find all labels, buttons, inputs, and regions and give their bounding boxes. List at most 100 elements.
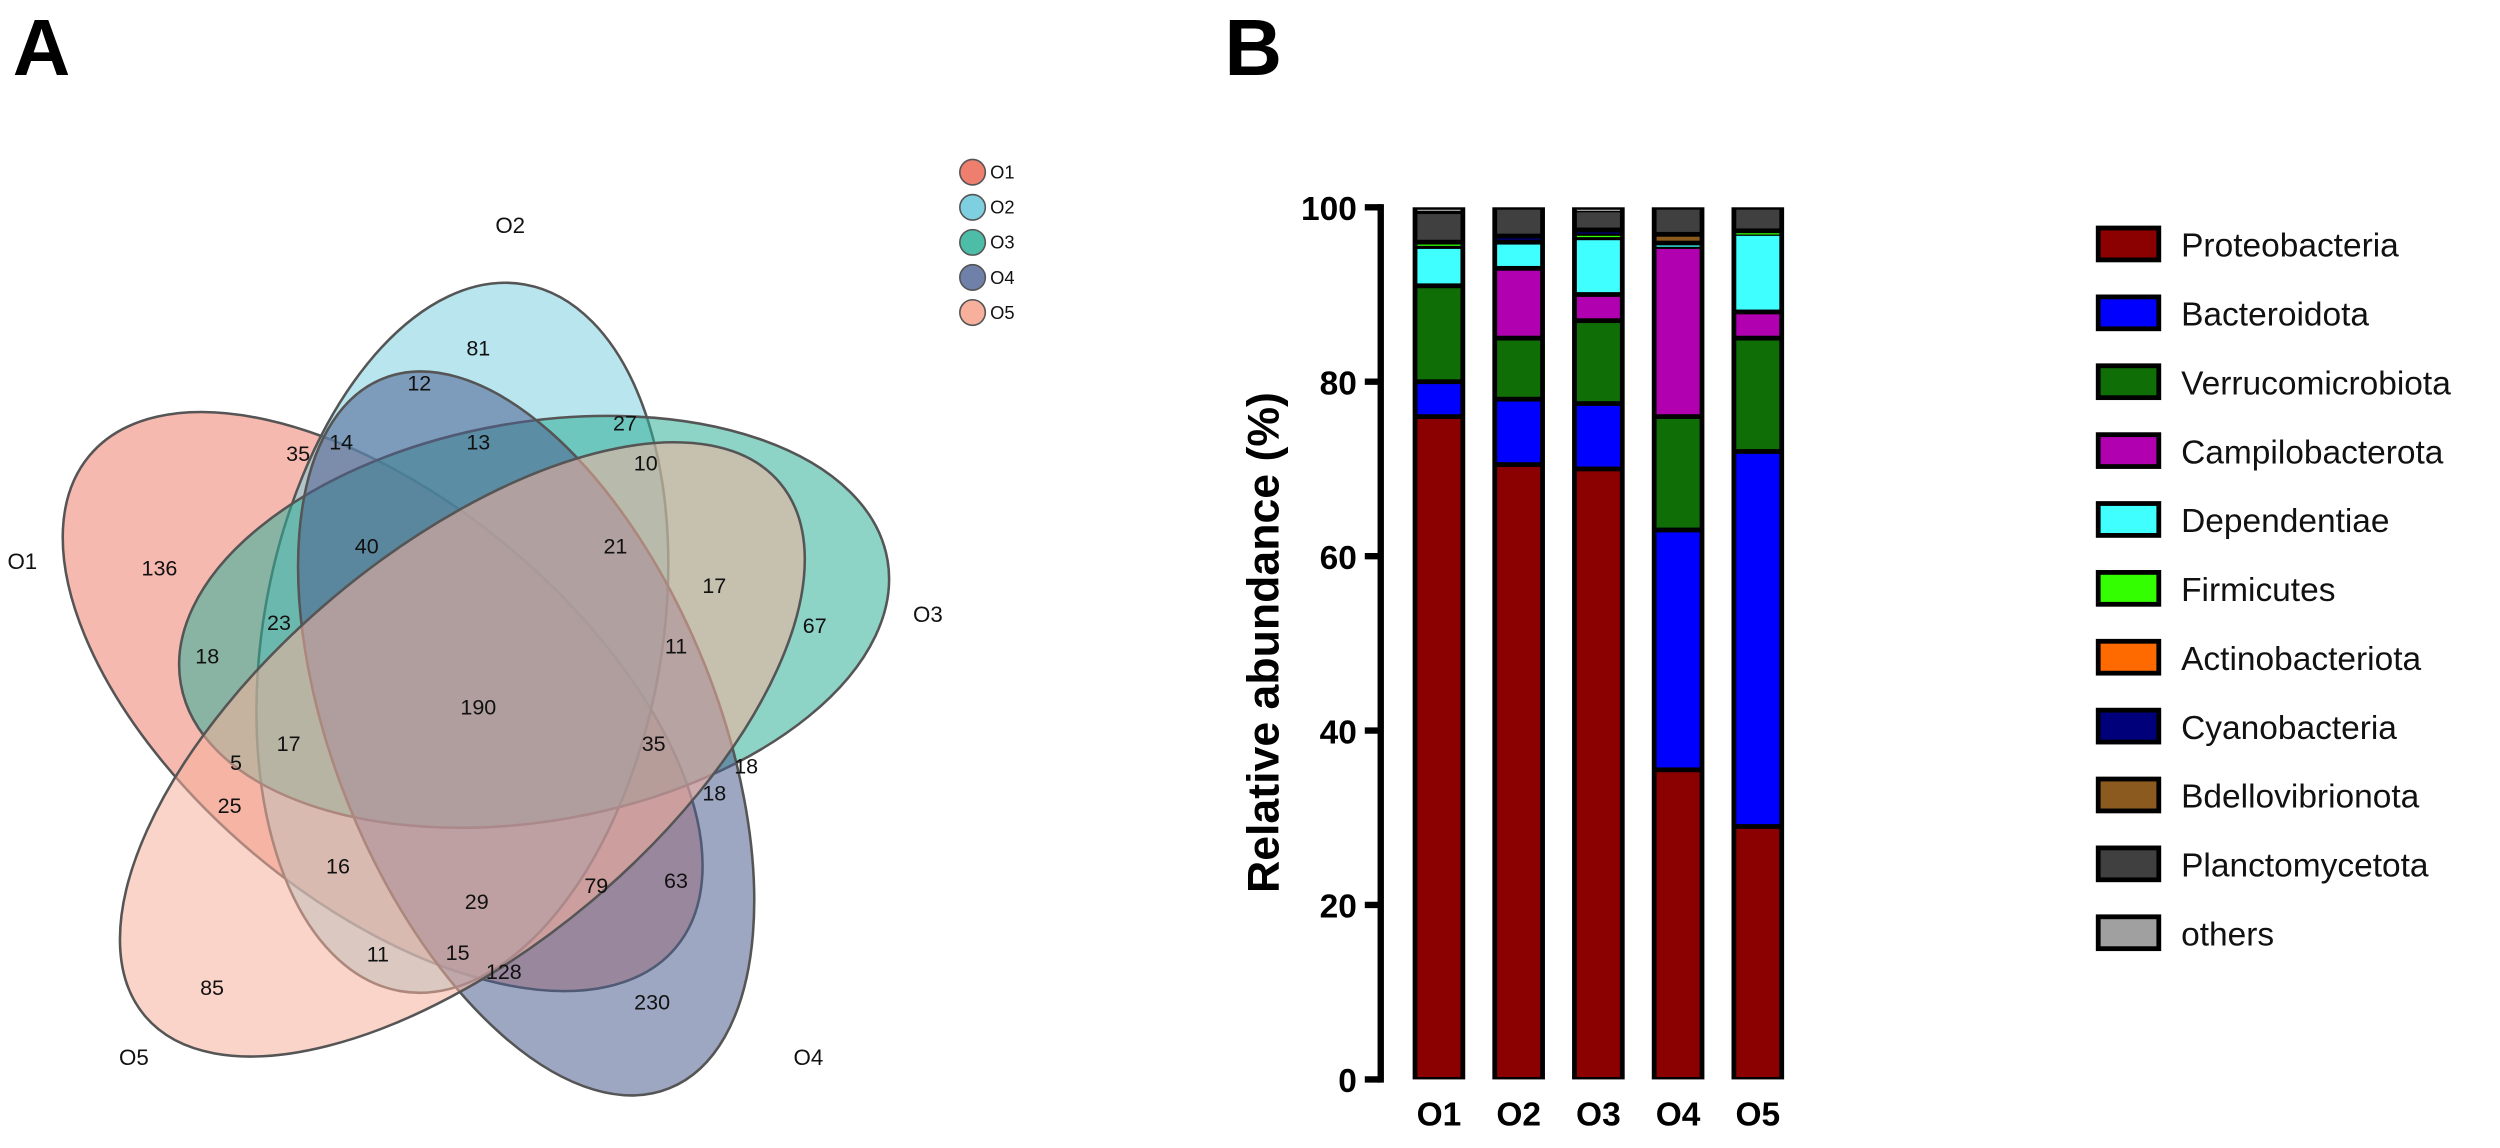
x-tick-label: O2	[1496, 1097, 1541, 1134]
bar-segment-proteobacteria	[1417, 418, 1461, 1078]
bar-segment-proteobacteria	[1576, 471, 1620, 1078]
legend-label: O2	[990, 197, 1014, 218]
bar-segment-campilobacterota	[1576, 296, 1620, 319]
y-axis-label: Relative abundance (%)	[1240, 392, 1289, 893]
venn-count: 25	[218, 794, 242, 818]
bar-segment-planctomycetota	[1417, 214, 1461, 240]
venn-count: 27	[613, 412, 637, 436]
venn-count: 17	[277, 732, 301, 756]
bar-segment-bacteroidota	[1736, 453, 1780, 825]
bar-segment-firmicutes	[1576, 235, 1620, 238]
bar-segment-planctomycetota	[1656, 209, 1700, 232]
bar-segment-bacteroidota	[1497, 401, 1541, 463]
y-tick-label: 80	[1320, 365, 1357, 402]
legend-swatch	[2095, 225, 2162, 263]
legend-label: Planctomycetota	[2181, 848, 2429, 885]
bar-segment-cyanobacteria	[1497, 238, 1541, 240]
bar-o2	[1492, 207, 1545, 1080]
bar-segment-proteobacteria	[1656, 772, 1700, 1078]
legend-label: O4	[990, 267, 1014, 288]
legend-label: Verrucomicrobiota	[2181, 365, 2451, 402]
y-tick-label: 100	[1301, 191, 1357, 228]
bar-legend: Proteobacteria Bacteroidota Verrucomicrobi…	[2095, 225, 2451, 953]
bar-segment-proteobacteria	[1497, 466, 1541, 1078]
venn-count: 35	[642, 732, 666, 756]
legend-label: O1	[990, 162, 1014, 183]
venn-count: 11	[367, 942, 389, 966]
set-label-o5: O5	[119, 1045, 149, 1070]
venn-count: 63	[664, 869, 688, 893]
bar-segment-planctomycetota	[1736, 209, 1780, 229]
bar-segment-planctomycetota	[1576, 212, 1620, 228]
legend-label: Campilobacterota	[2181, 434, 2444, 471]
venn-count: 23	[267, 611, 291, 635]
venn-count: 35	[286, 442, 310, 466]
bar-segment-dependentiae	[1497, 244, 1541, 266]
set-label-o1: O1	[7, 549, 37, 574]
legend-label: Cyanobacteria	[2181, 710, 2397, 747]
venn-count: 5	[230, 751, 242, 775]
venn-count: 230	[634, 990, 670, 1014]
panel-label-a: A	[13, 3, 71, 92]
legend-swatch	[2095, 432, 2162, 469]
bar-segment-others	[1417, 209, 1461, 211]
x-tick-label: O3	[1576, 1097, 1621, 1134]
bar-segment-dependentiae	[1576, 240, 1620, 293]
venn-count: 40	[355, 534, 379, 558]
legend-label: O3	[990, 232, 1014, 253]
venn-count: 136	[141, 557, 177, 581]
x-tick-label: O4	[1656, 1097, 1701, 1134]
x-tick-label: O5	[1735, 1097, 1780, 1134]
bar-segment-planctomycetota	[1497, 209, 1541, 234]
stacked-bar-chart: 0 20 40 60 80 100 O1 O2 O3 O4 O5	[1301, 191, 1785, 1134]
venn-count: 15	[446, 941, 470, 965]
legend-label: Actinobacteriota	[2181, 641, 2421, 678]
set-label-o2: O2	[495, 213, 525, 238]
venn-count: 10	[634, 451, 658, 475]
bar-segment-proteobacteria	[1736, 828, 1780, 1078]
venn-legend: O1 O2 O3 O4 O5	[959, 158, 1015, 327]
bar-segment-bdellovibrionota	[1656, 236, 1700, 241]
bar-segment-others	[1576, 209, 1620, 211]
bar-segment-campilobacterota	[1497, 270, 1541, 336]
x-tick-label: O1	[1417, 1097, 1462, 1134]
y-tick-label: 60	[1320, 540, 1357, 577]
legend-label: Dependentiae	[2181, 503, 2389, 540]
bar-segment-bacteroidota	[1576, 405, 1620, 467]
venn-count: 67	[803, 614, 827, 638]
bar-segment-verrucomicrobiota	[1576, 323, 1620, 402]
bar-segment-dependentiae	[1736, 235, 1780, 310]
venn-count: 18	[702, 781, 726, 805]
venn-count: 190	[460, 695, 496, 719]
legend-swatch	[2095, 776, 2162, 814]
legend-swatch	[2095, 363, 2162, 401]
bar-segment-dependentiae	[1417, 248, 1461, 284]
set-label-o4: O4	[793, 1045, 823, 1070]
bar-segment-campilobacterota	[1656, 248, 1700, 415]
venn-region-counts: 81 12 35 14 13 27 10 40 21 136 17 67 18 …	[141, 337, 826, 1015]
legend-swatch-o3	[959, 228, 987, 256]
bar-o3	[1572, 207, 1625, 1080]
legend-swatch	[2095, 845, 2162, 883]
venn-count: 18	[195, 644, 219, 668]
legend-label: Firmicutes	[2181, 572, 2335, 609]
venn-count: 16	[326, 855, 350, 879]
legend-swatch	[2095, 638, 2162, 676]
bar-segment-dependentiae	[1656, 245, 1700, 247]
legend-swatch	[2095, 501, 2162, 538]
bar-segment-firmicutes	[1736, 233, 1780, 235]
bar-segment-verrucomicrobiota	[1497, 340, 1541, 397]
bar-segment-bacteroidota	[1417, 384, 1461, 415]
bar-segment-verrucomicrobiota	[1656, 418, 1700, 528]
legend-swatch	[2095, 707, 2162, 745]
bar-segment-campilobacterota	[1736, 314, 1780, 336]
set-label-o3: O3	[913, 602, 943, 627]
legend-swatch-o1	[959, 158, 987, 186]
venn-count: 14	[329, 431, 353, 455]
legend-label: O5	[990, 302, 1014, 323]
venn-count: 128	[486, 960, 522, 984]
legend-label: Bacteroidota	[2181, 297, 2369, 334]
bar-segment-firmicutes	[1417, 244, 1461, 246]
bar-o1	[1412, 207, 1466, 1080]
